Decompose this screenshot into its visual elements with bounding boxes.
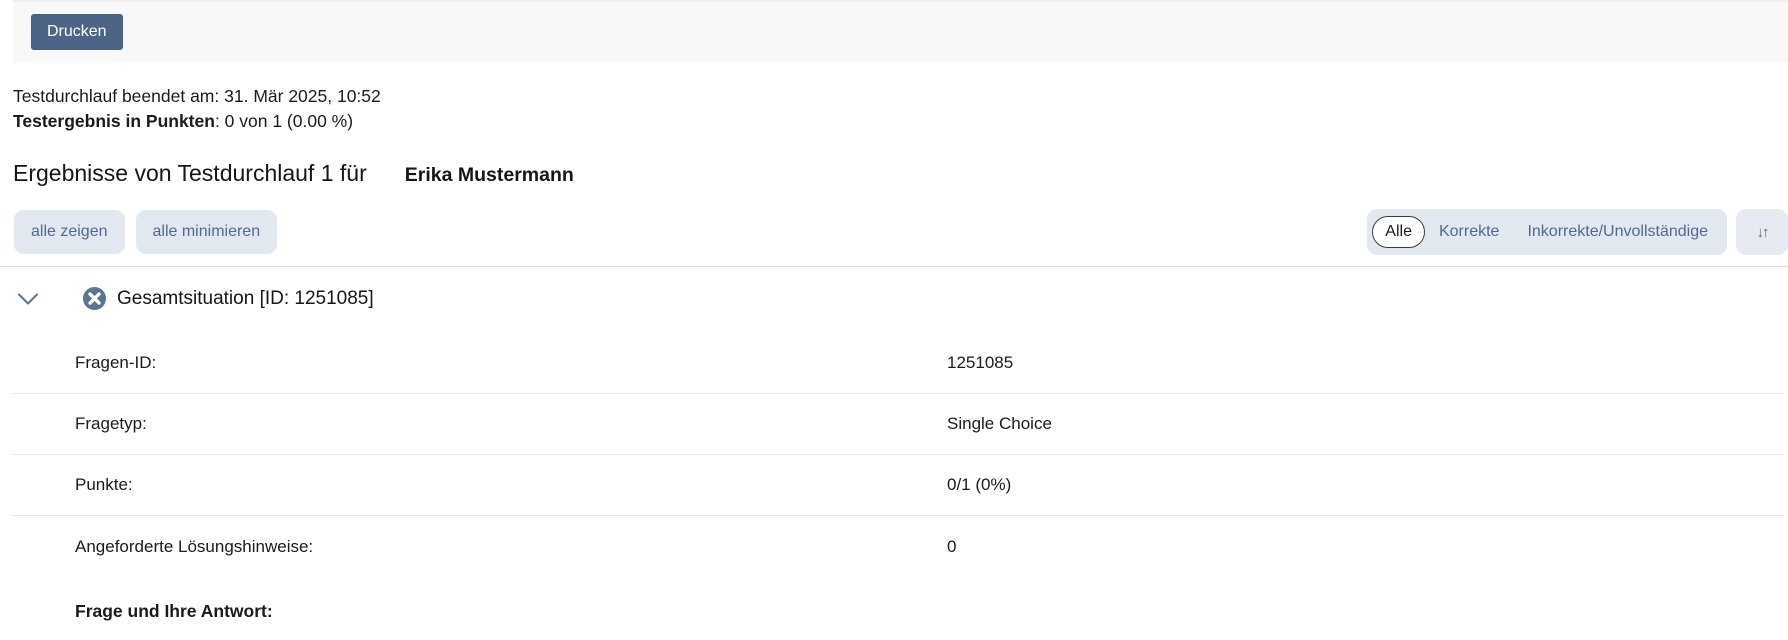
row-value: 0/1 (0%): [947, 475, 1012, 494]
show-all-button[interactable]: alle zeigen: [14, 209, 125, 255]
row-value: 1251085: [947, 353, 1014, 372]
finished-label: Testdurchlauf beendet am:: [13, 86, 220, 106]
table-row: Punkte: 0/1 (0%): [13, 455, 1784, 516]
row-label: Punkte:: [75, 475, 133, 494]
sort-button[interactable]: ↓↑: [1736, 209, 1788, 255]
filter-segmented-control: Alle Korrekte Inkorrekte/Unvollständige: [1367, 209, 1727, 255]
result-label: Testergebnis in Punkten: [13, 111, 215, 131]
print-toolbar: Drucken: [13, 0, 1788, 63]
row-label: Fragetyp:: [75, 414, 147, 433]
row-value: 0: [947, 536, 957, 556]
table-row: Angeforderte Lösungshinweise: 0: [13, 516, 1784, 577]
row-value: Single Choice: [947, 414, 1052, 433]
test-summary: Testdurchlauf beendet am: 31. Mär 2025, …: [13, 84, 1788, 134]
minimize-all-button[interactable]: alle minimieren: [135, 209, 278, 255]
row-label: Angeforderte Lösungshinweise:: [75, 536, 314, 556]
question-title[interactable]: Gesamtsituation [ID: 1251085]: [117, 287, 374, 309]
finished-value: 31. Mär 2025, 10:52: [224, 86, 381, 106]
filter-option-korrekte[interactable]: Korrekte: [1438, 223, 1500, 240]
finished-line: Testdurchlauf beendet am: 31. Mär 2025, …: [13, 84, 1788, 109]
table-row: Fragetyp: Single Choice: [13, 394, 1784, 455]
row-label: Fragen-ID:: [75, 353, 157, 372]
controls-row: alle zeigen alle minimieren Alle Korrekt…: [0, 209, 1788, 255]
answer-section-heading: Frage und Ihre Antwort:: [75, 601, 273, 621]
sort-icon: ↓↑: [1756, 223, 1770, 241]
chevron-down-icon[interactable]: [17, 292, 39, 306]
table-row: Fragen-ID: 1251085: [13, 333, 1784, 394]
result-line: Testergebnis in Punkten: 0 von 1 (0.00 %…: [13, 109, 1788, 134]
section-divider: [0, 266, 1788, 267]
incorrect-cross-circle-icon: [82, 286, 107, 311]
question-detail-table: Fragen-ID: 1251085 Fragetyp: Single Choi…: [13, 333, 1788, 577]
results-heading: Ergebnisse von Testdurchlauf 1 für Erika…: [13, 160, 1788, 187]
participant-name: Erika Mustermann: [404, 164, 574, 186]
result-value: : 0 von 1 (0.00 %): [214, 111, 354, 131]
page-title: Ergebnisse von Testdurchlauf 1 für: [13, 160, 367, 186]
filter-option-inkorrekte[interactable]: Inkorrekte/Unvollständige: [1527, 223, 1708, 240]
print-button[interactable]: Drucken: [31, 14, 123, 50]
filter-controls: Alle Korrekte Inkorrekte/Unvollständige …: [1367, 209, 1788, 255]
expand-controls: alle zeigen alle minimieren: [14, 209, 278, 255]
question-header: Gesamtsituation [ID: 1251085]: [0, 267, 1788, 311]
filter-option-alle[interactable]: Alle: [1372, 216, 1425, 248]
